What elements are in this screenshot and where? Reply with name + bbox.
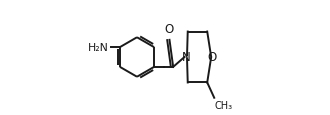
Text: O: O (164, 23, 173, 36)
Text: CH₃: CH₃ (215, 100, 233, 110)
Text: O: O (208, 51, 217, 64)
Text: H₂N: H₂N (88, 43, 109, 53)
Text: N: N (182, 51, 190, 64)
